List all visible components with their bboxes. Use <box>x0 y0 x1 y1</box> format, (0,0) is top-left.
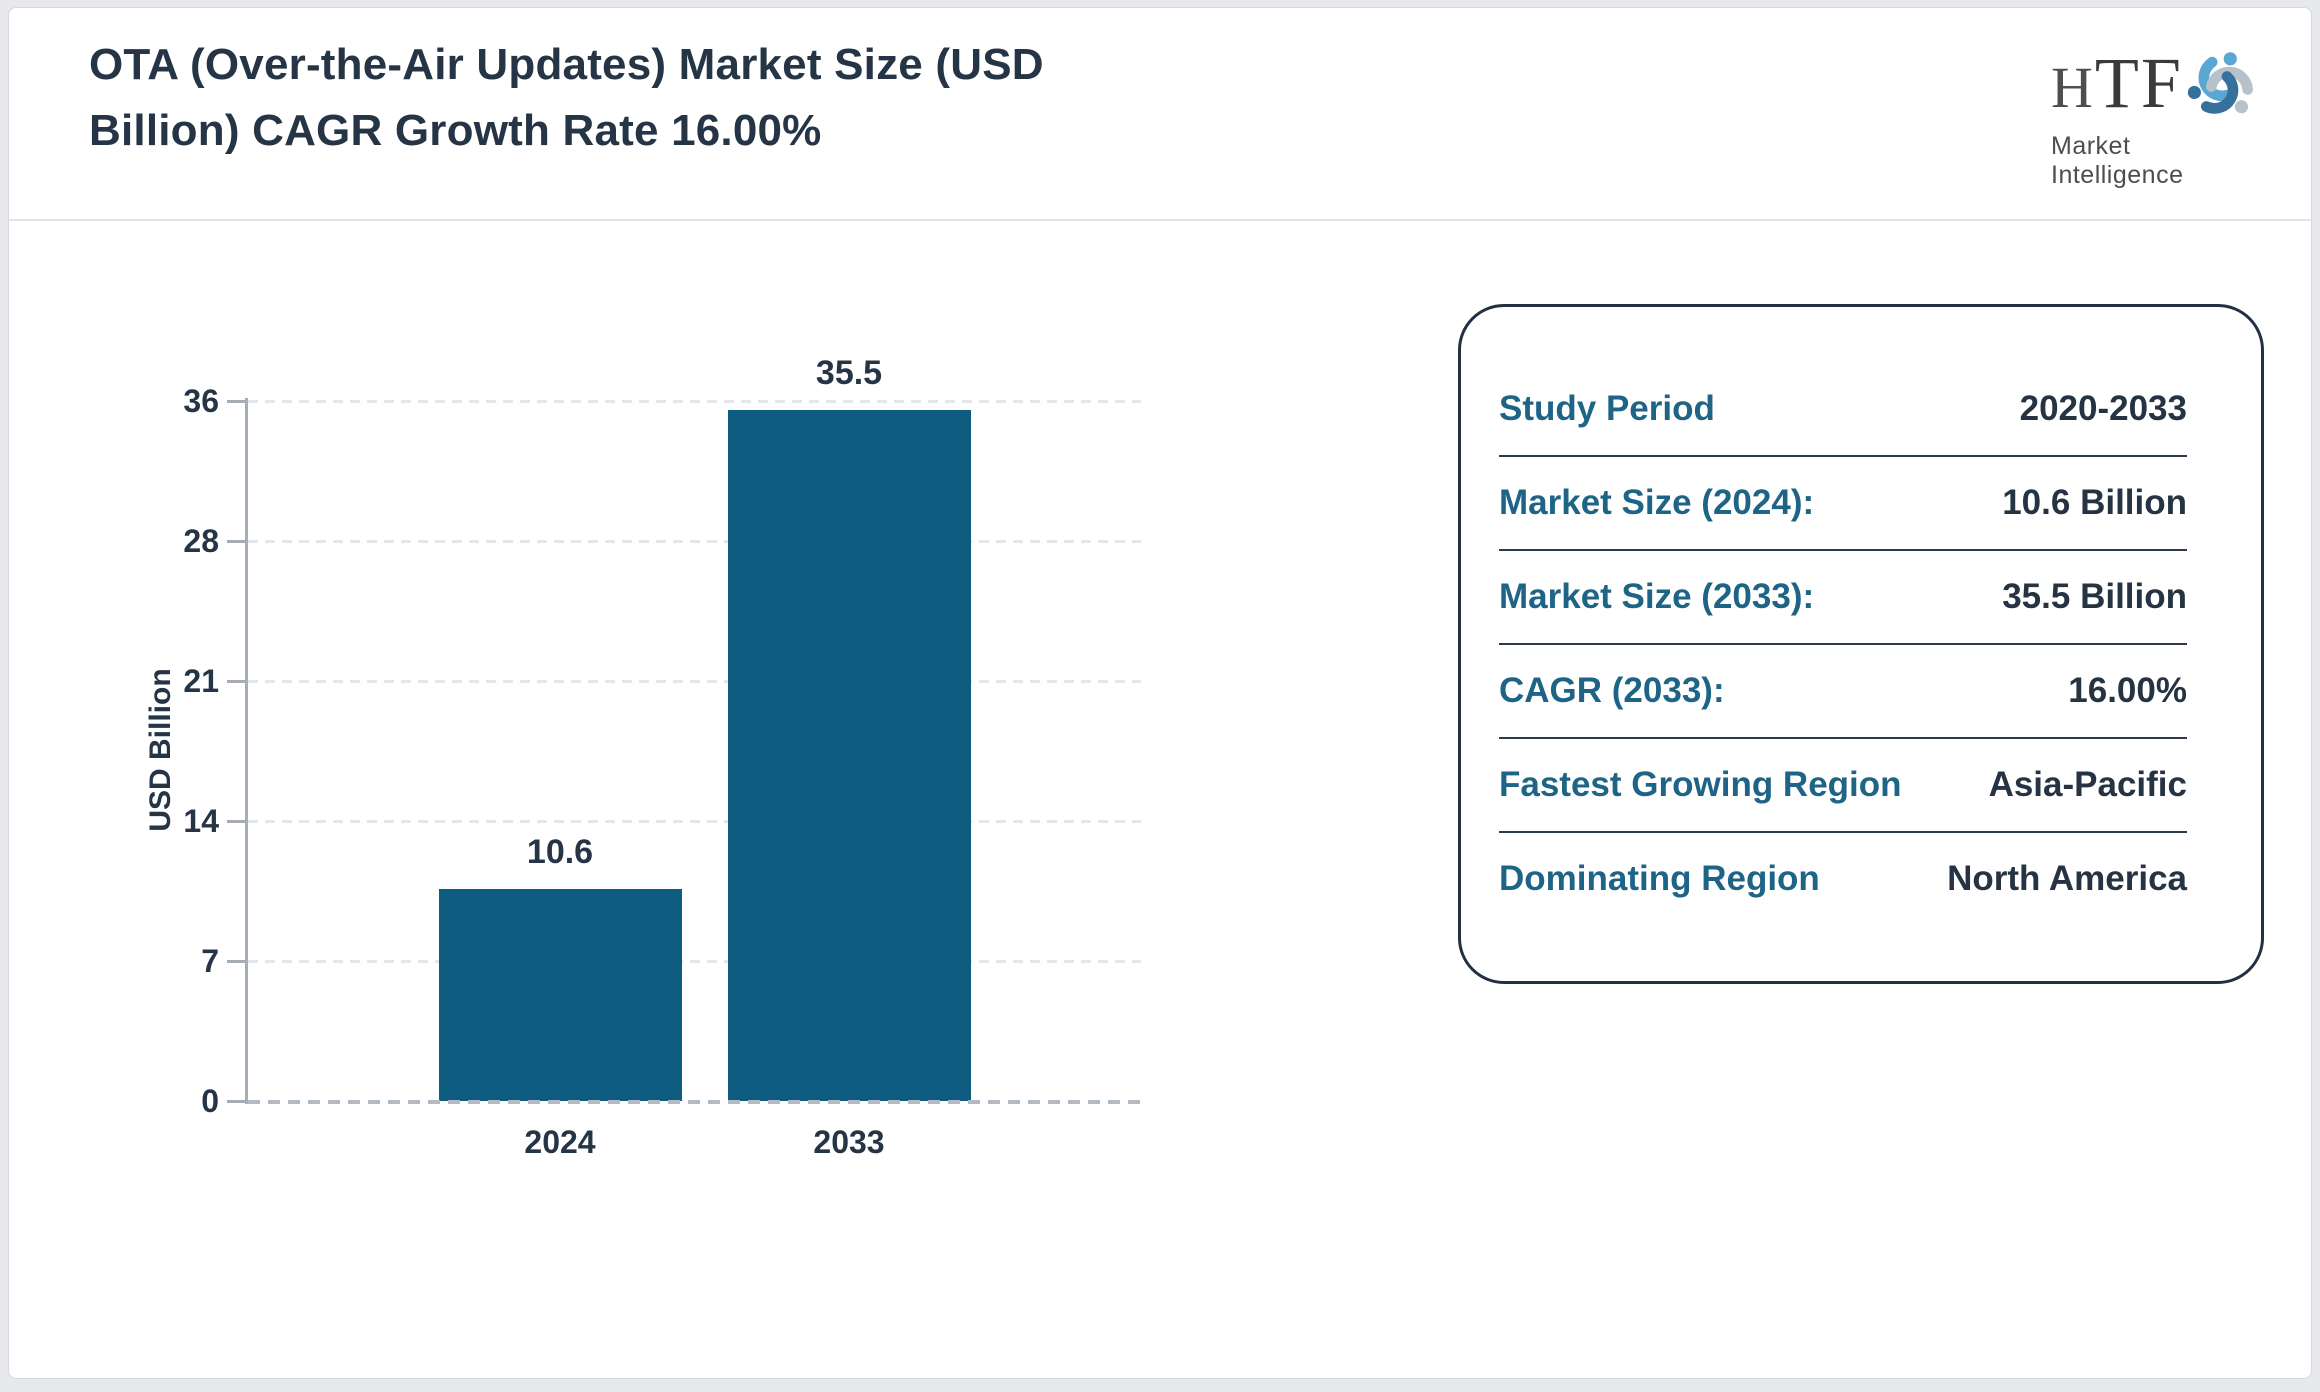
y-tick-mark <box>227 400 245 403</box>
bar-value-label: 35.5 <box>815 354 883 392</box>
gridline <box>248 960 1141 963</box>
info-row: CAGR (2033): 16.00% <box>1499 645 2187 739</box>
header-divider <box>9 219 2311 221</box>
y-tick-mark <box>227 960 245 963</box>
x-axis-baseline <box>248 1100 1141 1104</box>
info-row: Fastest Growing Region Asia-Pacific <box>1499 739 2187 833</box>
y-tick-mark <box>227 540 245 543</box>
y-tick-label: 36 <box>183 383 219 419</box>
page-title-line1: OTA (Over-the-Air Updates) Market Size (… <box>89 40 1044 89</box>
htf-logo: HTF Market Intelligence <box>2051 44 2259 190</box>
info-label: Market Size (2033): <box>1499 577 1815 616</box>
y-tick-label: 28 <box>183 523 219 559</box>
y-tick-label: 21 <box>183 663 219 699</box>
info-card-rows: Study Period 2020-2033 Market Size (2024):… <box>1499 363 2187 925</box>
page-title: OTA (Over-the-Air Updates) Market Size (… <box>89 32 1289 164</box>
info-value: North America <box>1947 859 2187 898</box>
info-value: 35.5 Billion <box>2002 577 2187 616</box>
info-row: Market Size (2024): 10.6 Billion <box>1499 457 2187 551</box>
bar-2033 <box>727 410 971 1101</box>
info-row: Dominating Region North America <box>1499 833 2187 925</box>
info-value: Asia-Pacific <box>1988 765 2187 804</box>
y-tick-label: 0 <box>201 1083 219 1119</box>
info-value: 10.6 Billion <box>2002 483 2187 522</box>
info-row: Study Period 2020-2033 <box>1499 363 2187 457</box>
y-tick-label: 14 <box>183 803 219 839</box>
bar-value-label: 10.6 <box>526 833 594 871</box>
x-tick-label: 2033 <box>813 1124 885 1160</box>
info-value: 16.00% <box>2068 671 2187 710</box>
info-label: Fastest Growing Region <box>1499 765 1902 804</box>
y-tick-mark <box>227 820 245 823</box>
page-title-line2: Billion) CAGR Growth Rate 16.00% <box>89 106 822 155</box>
page: OTA (Over-the-Air Updates) Market Size (… <box>8 7 2312 1379</box>
info-label: Study Period <box>1499 389 1715 428</box>
gridline <box>248 820 1141 823</box>
gridline <box>248 680 1141 683</box>
gridline <box>248 400 1141 403</box>
y-tick-label: 7 <box>201 943 219 979</box>
y-tick-mark <box>227 680 245 683</box>
info-row: Market Size (2033): 35.5 Billion <box>1499 551 2187 645</box>
gridline <box>248 540 1141 543</box>
logo-subtext: Market Intelligence <box>2051 132 2184 189</box>
bar-2024 <box>438 889 682 1101</box>
plot-area: 0 7 14 21 28 36 10.6 2024 35.5 2033 <box>9 8 2311 1378</box>
y-tick-mark <box>227 1100 245 1103</box>
info-value: 2020-2033 <box>2019 389 2187 428</box>
info-label: Dominating Region <box>1499 859 1820 898</box>
x-tick-label: 2024 <box>524 1124 596 1160</box>
logo-swirl-icon <box>2187 52 2253 114</box>
info-label: CAGR (2033): <box>1499 671 1725 710</box>
logo-text: HTF <box>2051 43 2183 123</box>
info-label: Market Size (2024): <box>1499 483 1815 522</box>
info-card: Study Period 2020-2033 Market Size (2024):… <box>1458 304 2264 984</box>
y-axis-line <box>245 398 248 1104</box>
logo-row: HTF <box>2051 44 2259 128</box>
